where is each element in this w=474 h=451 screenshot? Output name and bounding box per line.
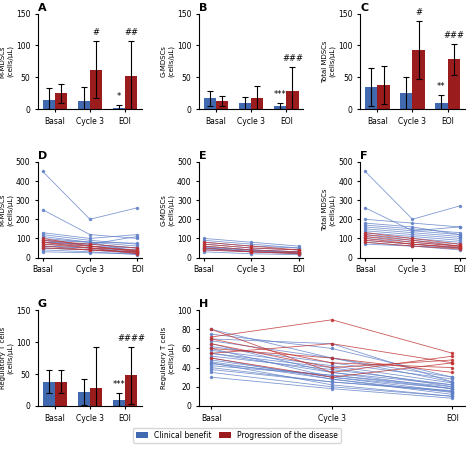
Y-axis label: G-MDSCs
(cells/μL): G-MDSCs (cells/μL) — [161, 194, 174, 226]
Bar — [55, 382, 67, 406]
Bar — [43, 100, 55, 109]
Bar — [412, 50, 425, 109]
Y-axis label: Total MDSCs
(cells/μL): Total MDSCs (cells/μL) — [322, 40, 336, 83]
Bar — [90, 69, 102, 109]
Y-axis label: Regulatory T cells
(cells/μL): Regulatory T cells (cells/μL) — [161, 327, 174, 389]
Bar — [377, 85, 390, 109]
Bar — [204, 98, 216, 109]
Y-axis label: G-MDSCs
(cells/μL): G-MDSCs (cells/μL) — [161, 46, 174, 78]
Bar — [251, 98, 264, 109]
Bar — [274, 106, 286, 109]
Bar — [216, 101, 228, 109]
Bar — [286, 92, 299, 109]
Text: ##: ## — [124, 28, 138, 37]
Text: ####: #### — [117, 334, 145, 343]
Bar — [447, 60, 460, 109]
Text: H: H — [199, 299, 209, 309]
Text: A: A — [38, 3, 46, 13]
Text: G: G — [38, 299, 47, 309]
Text: ***: *** — [274, 90, 286, 99]
Bar — [78, 101, 90, 109]
Text: E: E — [199, 151, 207, 161]
Bar — [90, 388, 102, 406]
Text: *: * — [117, 92, 121, 101]
Y-axis label: Total MDSCs
(cells/μL): Total MDSCs (cells/μL) — [322, 189, 336, 231]
Y-axis label: M-MDSCs
(cells/μL): M-MDSCs (cells/μL) — [0, 45, 13, 78]
Text: ###: ### — [282, 54, 303, 63]
Text: D: D — [38, 151, 47, 161]
Text: F: F — [360, 151, 368, 161]
Text: B: B — [199, 3, 208, 13]
Bar — [125, 76, 137, 109]
Text: ###: ### — [443, 31, 464, 40]
Text: #: # — [415, 9, 422, 17]
Text: #: # — [92, 28, 100, 37]
Y-axis label: Regulatory T cells
(cells/μL): Regulatory T cells (cells/μL) — [0, 327, 13, 389]
Bar — [239, 103, 251, 109]
Text: C: C — [360, 3, 369, 13]
Bar — [55, 93, 67, 109]
Text: ***: *** — [112, 380, 125, 389]
Legend: Clinical benefit, Progression of the disease: Clinical benefit, Progression of the dis… — [133, 428, 341, 443]
Bar — [43, 382, 55, 406]
Bar — [78, 392, 90, 406]
Bar — [125, 375, 137, 406]
Y-axis label: M-MDSCs
(cells/μL): M-MDSCs (cells/μL) — [0, 193, 13, 226]
Bar — [435, 103, 447, 109]
Bar — [400, 93, 412, 109]
Text: **: ** — [437, 83, 446, 92]
Bar — [113, 400, 125, 406]
Bar — [365, 87, 377, 109]
Bar — [113, 108, 125, 109]
